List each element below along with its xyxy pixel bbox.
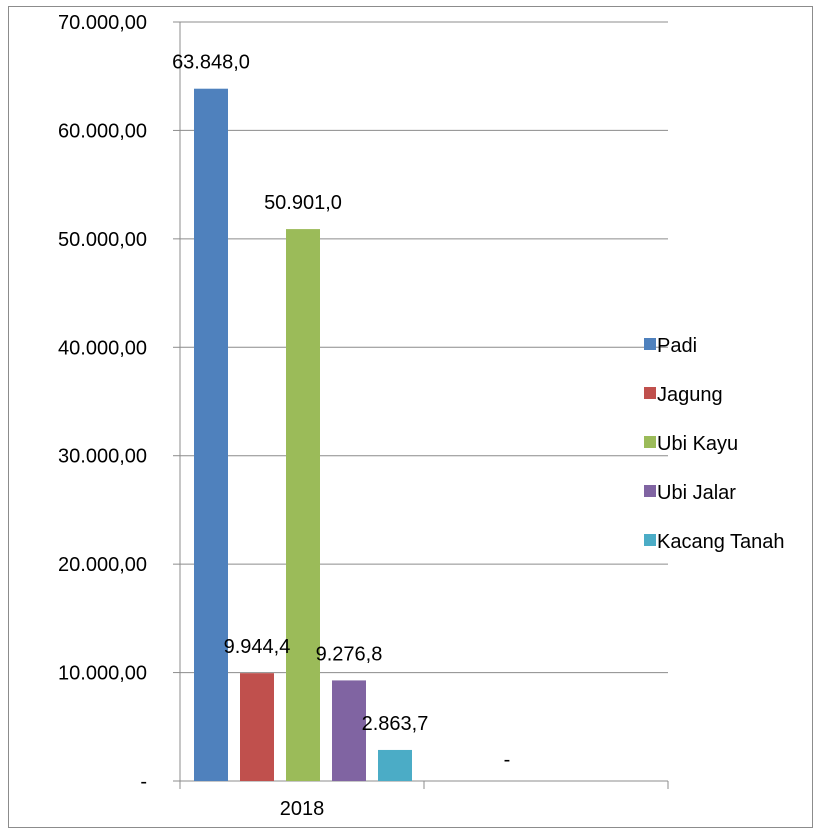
legend-label: Ubi Jalar	[657, 482, 736, 504]
bars	[194, 88, 412, 782]
data-labels: 63.848,0 9.944,4 50.901,0 9.276,8 2.863,7 -	[172, 52, 510, 771]
legend-swatch	[644, 485, 656, 497]
legend: Padi Jagung Ubi Kayu Ubi Jalar Kacang Tanah	[644, 335, 785, 553]
bar	[378, 749, 412, 781]
y-tick-label: -	[140, 771, 147, 793]
y-tick-label: 70.000,00	[58, 12, 147, 34]
y-tick-label: 30.000,00	[58, 446, 147, 468]
legend-swatch	[644, 338, 656, 350]
gridlines	[180, 21, 668, 674]
x-tick-label: 2018	[280, 798, 325, 820]
y-tick-labels: - 10.000,00 20.000,00 30.000,00 40.000,00 50.…	[58, 12, 147, 793]
legend-swatch	[644, 436, 656, 448]
bar	[332, 680, 366, 781]
legend-label: Padi	[657, 335, 697, 357]
bar	[240, 673, 274, 781]
bar	[194, 88, 228, 781]
legend-label: Kacang Tanah	[657, 531, 785, 553]
y-tick-label: 50.000,00	[58, 229, 147, 251]
legend-swatch	[644, 534, 656, 546]
x-tick-labels: 2018	[280, 798, 325, 820]
legend-swatch	[644, 387, 656, 399]
data-label: 9.944,4	[224, 636, 291, 658]
y-tick-label: 20.000,00	[58, 554, 147, 576]
y-tick-label: 40.000,00	[58, 337, 147, 359]
legend-label: Jagung	[657, 384, 723, 406]
data-label: 9.276,8	[316, 643, 383, 665]
y-tick-label: 60.000,00	[58, 120, 147, 142]
data-label: 2.863,7	[362, 713, 429, 735]
data-label: 50.901,0	[264, 192, 342, 214]
bar	[286, 229, 320, 782]
empty-category-label: -	[504, 749, 511, 771]
data-label: 63.848,0	[172, 52, 250, 74]
legend-label: Ubi Kayu	[657, 433, 738, 455]
y-tick-label: 10.000,00	[58, 663, 147, 685]
chart-frame	[8, 6, 813, 828]
